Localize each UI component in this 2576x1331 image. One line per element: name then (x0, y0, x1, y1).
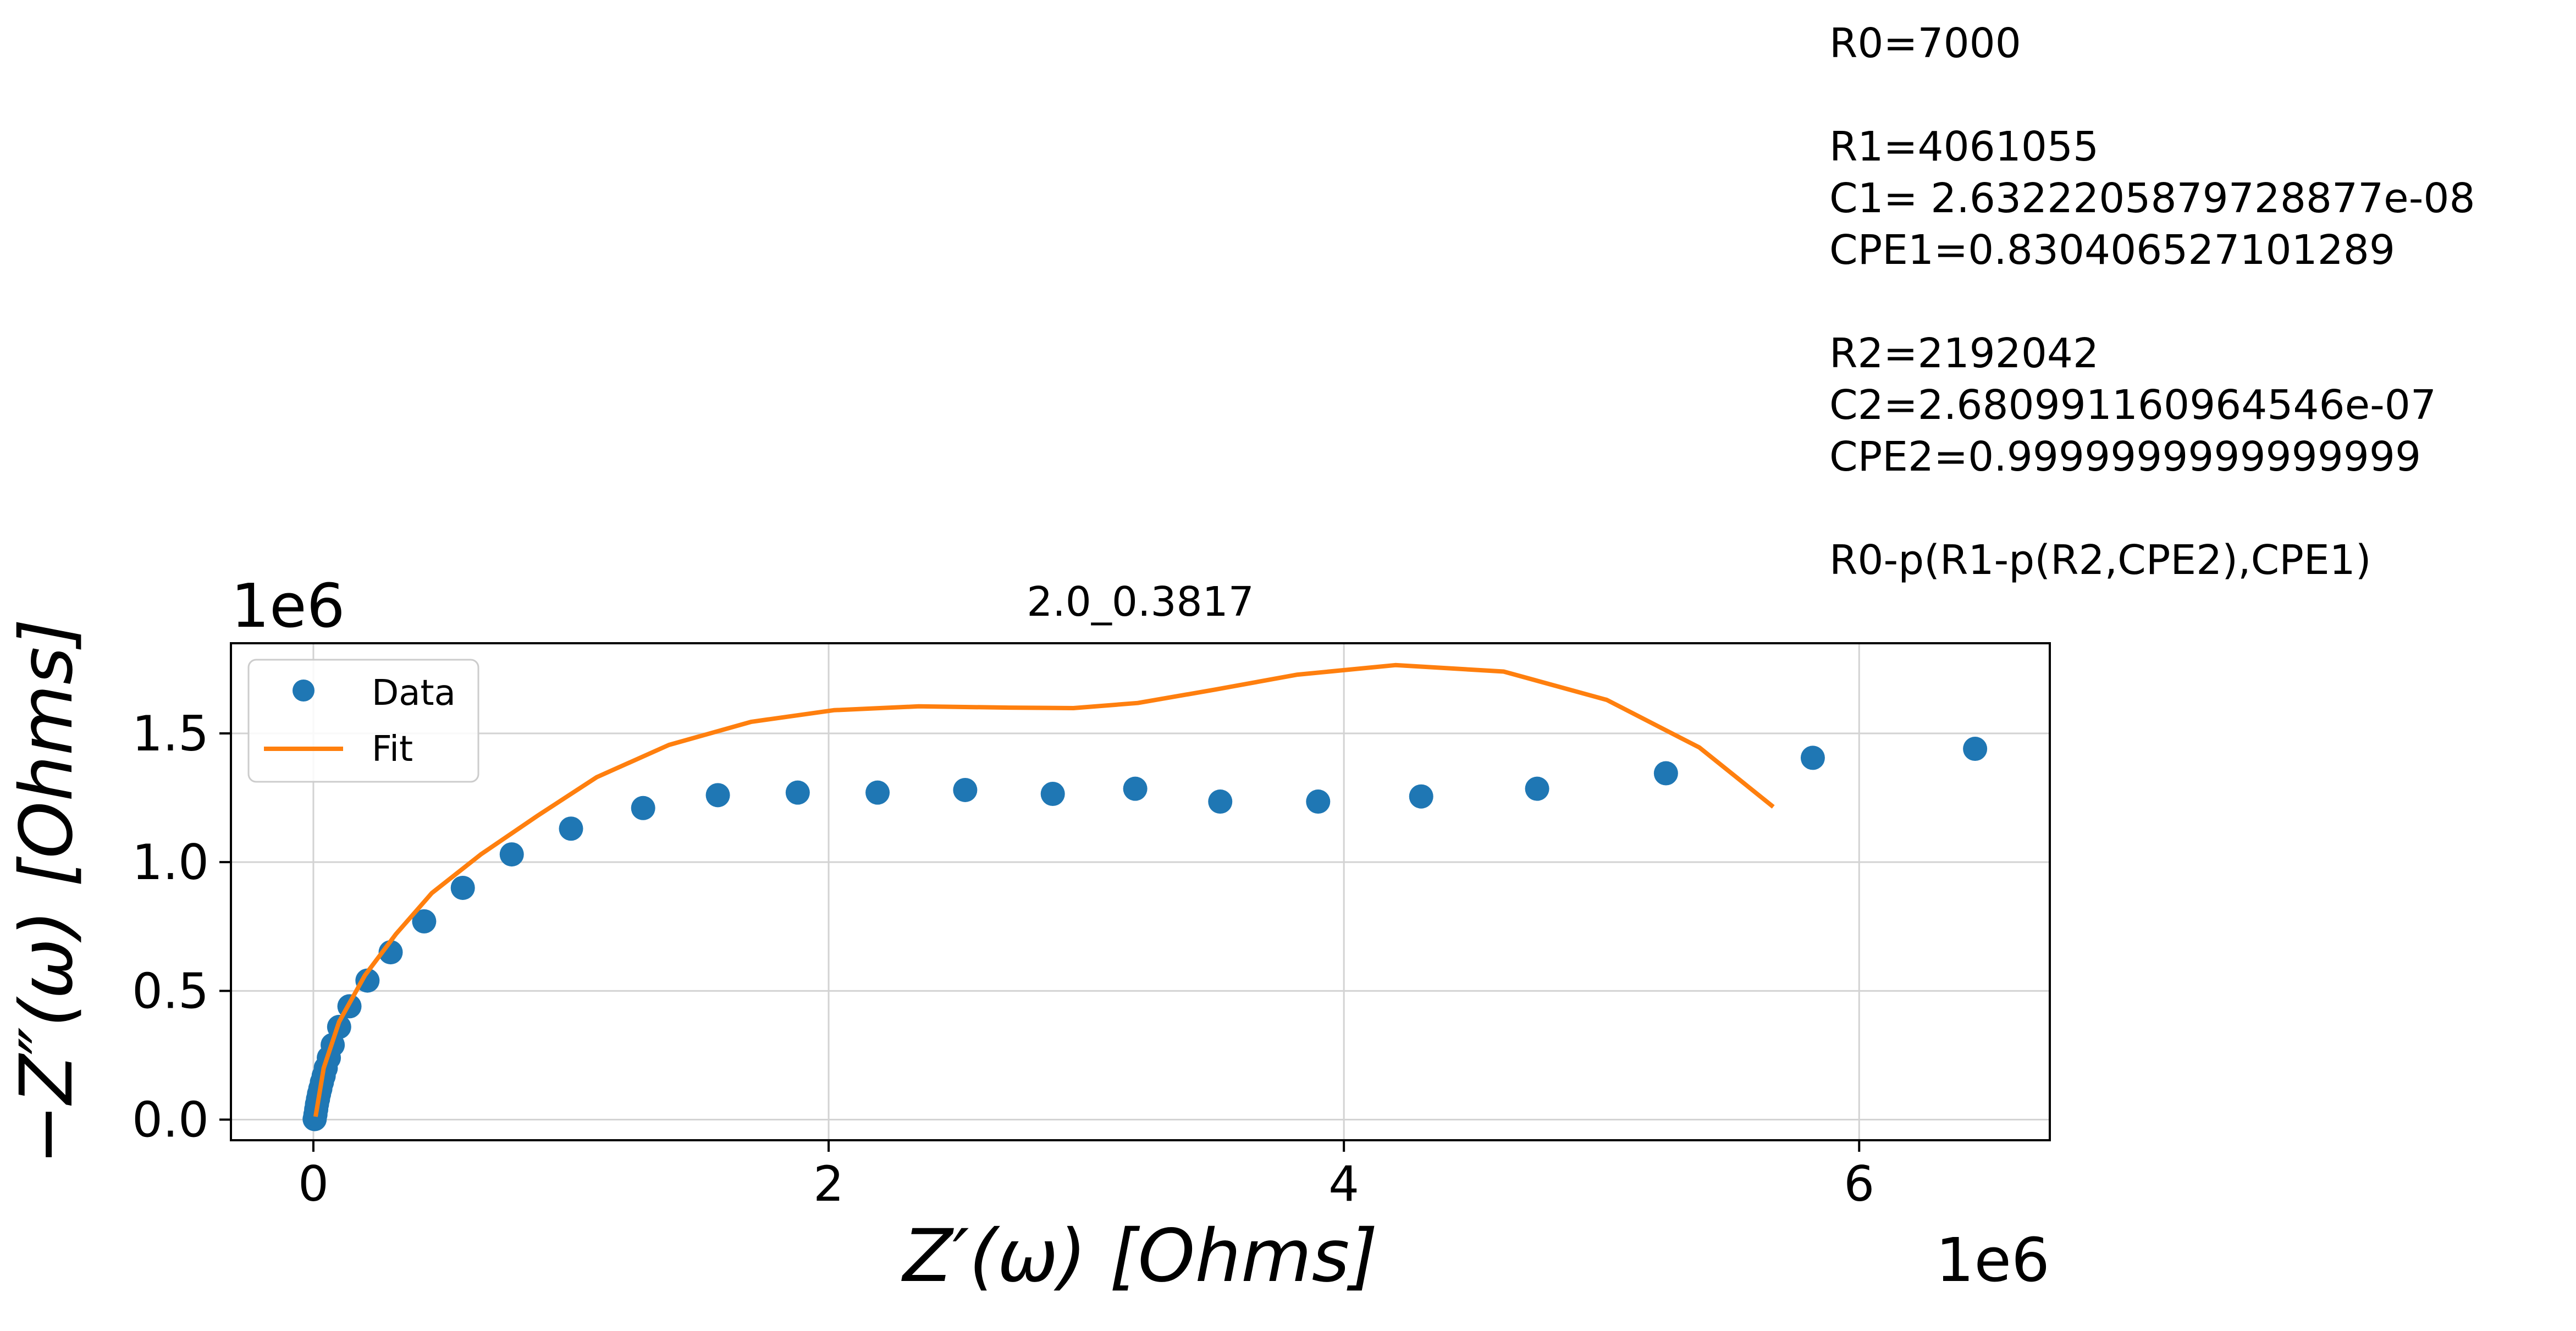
data-point (499, 842, 524, 867)
data-point (785, 780, 810, 805)
y-tick-label: 1.0 (132, 834, 209, 891)
parameter-line: C1= 2.6322205879728877e-08 (1829, 175, 2475, 222)
chart-title: 2.0_0.3817 (1027, 578, 1254, 626)
y-tick-label: 0.5 (132, 963, 209, 1019)
data-point (1409, 784, 1433, 809)
data-point (631, 796, 655, 820)
data-point (705, 783, 730, 808)
data-point (953, 777, 978, 802)
y-tick-label: 0.0 (132, 1092, 209, 1148)
fit-line (313, 662, 1775, 1117)
plot-area-frame (230, 642, 2051, 1141)
data-point (1525, 776, 1549, 801)
data-point (412, 909, 437, 934)
legend-label-data: Data (372, 673, 456, 714)
data-point (1653, 761, 1678, 786)
data-point (559, 816, 583, 841)
data-point (1123, 776, 1148, 801)
data-point (450, 875, 475, 900)
x-axis-label: Z′(ω) [Ohms] (901, 1214, 1378, 1299)
data-point (1800, 745, 1825, 770)
x-tick-label: 6 (1844, 1156, 1874, 1212)
data-point (355, 968, 380, 993)
x-offset-text: 1e6 (1935, 1225, 2050, 1295)
fit-parameters: R0=7000 R1=4061055 C1= 2.6322205879728877e… (1829, 18, 2475, 586)
y-tick-label: 1.5 (132, 705, 209, 762)
legend: Data Fit (247, 659, 479, 783)
legend-marker-data (293, 680, 315, 702)
parameter-line: R1=4061055 (1829, 123, 2099, 170)
parameter-line: R2=2192042 (1829, 330, 2099, 377)
parameter-line: CPE1=0.830406527101289 (1829, 227, 2395, 274)
parameter-line: CPE2=0.9999999999999999 (1829, 433, 2421, 481)
x-tick-label: 2 (813, 1156, 844, 1212)
y-offset-text: 1e6 (231, 571, 345, 641)
y-axis-label: −Z″(ω) [Ohms] (4, 618, 89, 1165)
legend-label-fit: Fit (372, 729, 413, 770)
parameter-line: R0-p(R1-p(R2,CPE2),CPE1) (1829, 537, 2371, 584)
data-point (1306, 789, 1331, 814)
data-point (1208, 789, 1233, 814)
parameter-line: C2=2.680991160964546e-07 (1829, 382, 2436, 429)
data-point (1040, 782, 1065, 807)
data-point (1963, 737, 1988, 761)
parameter-line: R0=7000 (1829, 20, 2021, 67)
x-tick-label: 4 (1328, 1156, 1359, 1212)
data-point (865, 780, 890, 805)
x-tick-label: 0 (298, 1156, 329, 1212)
